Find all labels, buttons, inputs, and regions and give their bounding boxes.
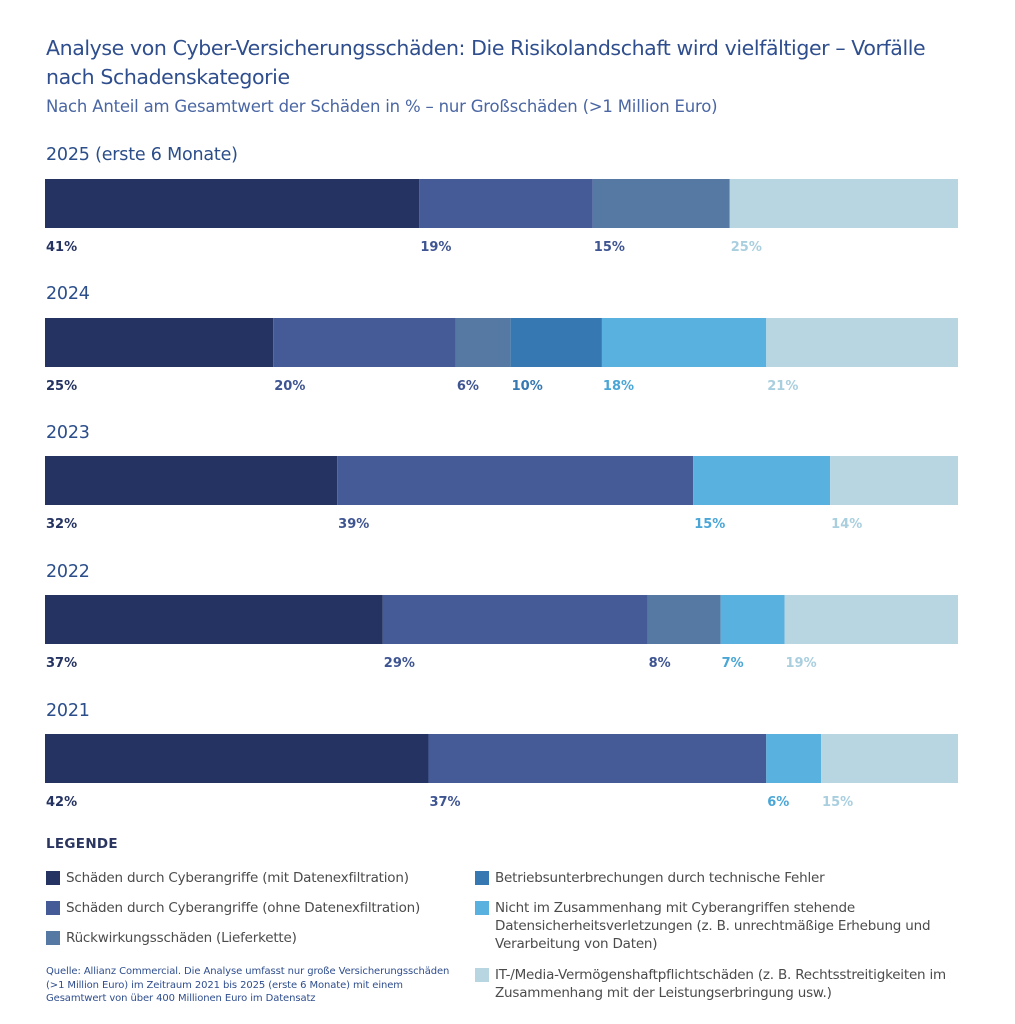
data-label-2023-2: 39%	[338, 517, 369, 532]
data-label-2024-4: 10%	[512, 379, 543, 394]
bar-segment-2022-5	[721, 595, 785, 644]
bar-segment-2021-5	[766, 734, 821, 783]
bar-segment-2021-1	[45, 734, 428, 783]
bar-segment-2023-2	[337, 456, 693, 505]
legend-item-supply-chain: Rückwirkungsschäden (Lieferkette)	[46, 929, 466, 947]
data-label-2025-erste-6-monate-6: 25%	[731, 240, 762, 255]
legend-item-no-data-exfiltration: Schäden durch Cyberangriffe (ohne Datene…	[46, 899, 466, 917]
legend-label: Schäden durch Cyberangriffe (ohne Datene…	[66, 899, 420, 917]
bar-segment-2024-4	[511, 318, 602, 367]
data-label-2022-6: 19%	[786, 656, 817, 671]
bar-segment-2025-erste-6-monate-2	[419, 179, 592, 228]
legend-label: IT-/Media-Vermögenshaftpflichtschäden (z…	[495, 966, 965, 1002]
bar-segment-2024-6	[766, 318, 958, 367]
bar-segment-2022-6	[785, 595, 958, 644]
legend-item-technical-failures: Betriebsunterbrechungen durch technische…	[475, 869, 965, 887]
bar-segment-2022-1	[45, 595, 383, 644]
bar-segment-2023-1	[45, 456, 337, 505]
data-label-2025-erste-6-monate-3: 15%	[594, 240, 625, 255]
bar-segment-2024-2	[273, 318, 456, 367]
legend-swatch	[46, 931, 60, 945]
data-label-2022-2: 29%	[384, 656, 415, 671]
legend-swatch	[475, 871, 489, 885]
data-label-2022-1: 37%	[46, 656, 77, 671]
data-label-2024-3: 6%	[457, 379, 479, 394]
source-note: Quelle: Allianz Commercial. Die Analyse …	[46, 965, 466, 1006]
legend-item-liability: IT-/Media-Vermögenshaftpflichtschäden (z…	[475, 966, 965, 1002]
bar-segment-2022-3	[648, 595, 721, 644]
legend-label: Nicht im Zusammenhang mit Cyberangriffen…	[495, 899, 965, 953]
bar-segment-2024-5	[602, 318, 766, 367]
data-label-2025-erste-6-monate-2: 19%	[420, 240, 451, 255]
legend-swatch	[475, 968, 489, 982]
legend-item-data-exfiltration: Schäden durch Cyberangriffe (mit Datenex…	[46, 869, 466, 887]
data-label-2024-5: 18%	[603, 379, 634, 394]
bar-segment-2024-1	[45, 318, 273, 367]
data-label-2024-2: 20%	[274, 379, 305, 394]
bar-segment-2025-erste-6-monate-6	[730, 179, 958, 228]
data-label-2024-6: 21%	[767, 379, 798, 394]
data-label-2022-5: 7%	[722, 656, 744, 671]
bar-segment-2022-2	[383, 595, 648, 644]
data-label-2024-1: 25%	[46, 379, 77, 394]
data-label-2023-1: 32%	[46, 517, 77, 532]
legend-item-data-breaches: Nicht im Zusammenhang mit Cyberangriffen…	[475, 899, 965, 953]
bar-segment-2023-5	[693, 456, 830, 505]
data-label-2022-3: 8%	[649, 656, 671, 671]
bar-segment-2021-2	[428, 734, 766, 783]
bar-segment-2021-6	[821, 734, 958, 783]
bar-segment-2023-6	[830, 456, 958, 505]
bar-segment-2025-erste-6-monate-1	[45, 179, 419, 228]
legend-swatch	[475, 901, 489, 915]
legend-label: Betriebsunterbrechungen durch technische…	[495, 869, 825, 887]
legend-swatch	[46, 901, 60, 915]
legend-label: Schäden durch Cyberangriffe (mit Datenex…	[66, 869, 409, 887]
data-label-2023-5: 15%	[694, 517, 725, 532]
stacked-bar-chart: 41% 19% 15% 25% 25% 20% 6% 10% 18% 21% 32% 39% 15% 14…	[0, 0, 1015, 830]
data-label-2025-erste-6-monate-1: 41%	[46, 240, 77, 255]
legend-label: Rückwirkungsschäden (Lieferkette)	[66, 929, 297, 947]
data-label-2021-1: 42%	[46, 795, 77, 810]
bar-segment-2024-3	[456, 318, 511, 367]
data-label-2021-6: 15%	[822, 795, 853, 810]
data-label-2021-5: 6%	[767, 795, 789, 810]
data-label-2023-6: 14%	[831, 517, 862, 532]
data-label-2021-2: 37%	[429, 795, 460, 810]
legend-title: LEGENDE	[46, 836, 118, 852]
legend-swatch	[46, 871, 60, 885]
bar-segment-2025-erste-6-monate-3	[593, 179, 730, 228]
